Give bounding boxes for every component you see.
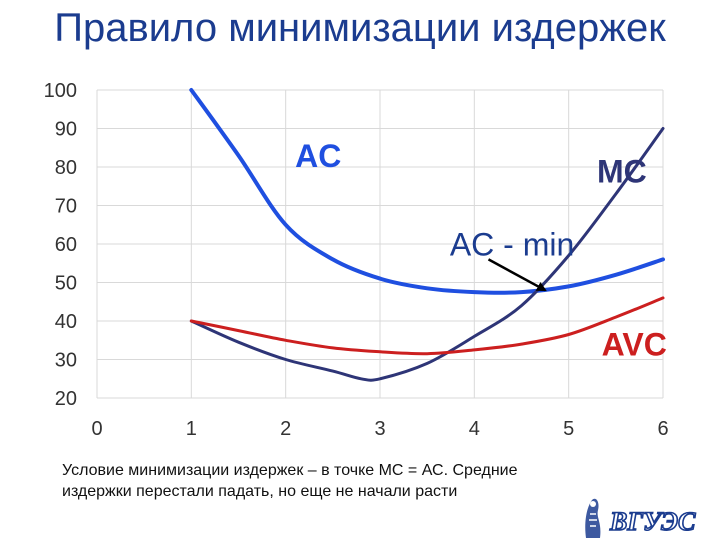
x-tick-label: 2 (280, 418, 291, 440)
tick-labels: 20 30 40 50 60 70 80 90 100 0 1 2 3 4 5 6 (44, 80, 669, 440)
y-tick-label: 40 (55, 311, 77, 333)
y-tick-label: 80 (55, 157, 77, 179)
y-tick-label: 100 (44, 80, 77, 102)
x-tick-label: 3 (374, 418, 385, 440)
x-tick-label: 1 (186, 418, 197, 440)
y-tick-label: 70 (55, 196, 77, 218)
x-tick-label: 5 (563, 418, 574, 440)
university-logo: ВГУЭС (585, 498, 697, 538)
slide-title: Правило минимизации издержек (54, 6, 666, 50)
logo-emblem-icon (585, 498, 601, 538)
series-labels: AC MC AVC (295, 138, 667, 363)
logo-text: ВГУЭС (609, 507, 696, 536)
y-tick-label: 30 (55, 350, 77, 372)
caption: Условие минимизации издержек – в точке М… (62, 460, 622, 502)
x-tick-label: 4 (469, 418, 480, 440)
series-lines (189, 88, 665, 382)
x-tick-label: 0 (91, 418, 102, 440)
annotation: AC - min (450, 227, 574, 292)
series-line-ac (189, 88, 665, 295)
series-line-mc (189, 127, 665, 382)
caption-line-2: издержки перестали падать, но еще не нач… (62, 483, 458, 500)
x-tick-label: 6 (657, 418, 668, 440)
y-tick-label: 50 (55, 273, 77, 295)
series-line-avc (189, 296, 665, 356)
series-label-mc: MC (597, 153, 647, 189)
y-tick-label: 90 (55, 119, 77, 141)
series-label-ac: AC (295, 138, 341, 174)
annotation-label: AC - min (450, 227, 574, 263)
caption-line-1: Условие минимизации издержек – в точке М… (62, 462, 518, 479)
annotation-arrow (487, 258, 547, 292)
y-tick-label: 20 (55, 388, 77, 410)
series-label-avc: AVC (602, 327, 667, 363)
y-tick-label: 60 (55, 234, 77, 256)
